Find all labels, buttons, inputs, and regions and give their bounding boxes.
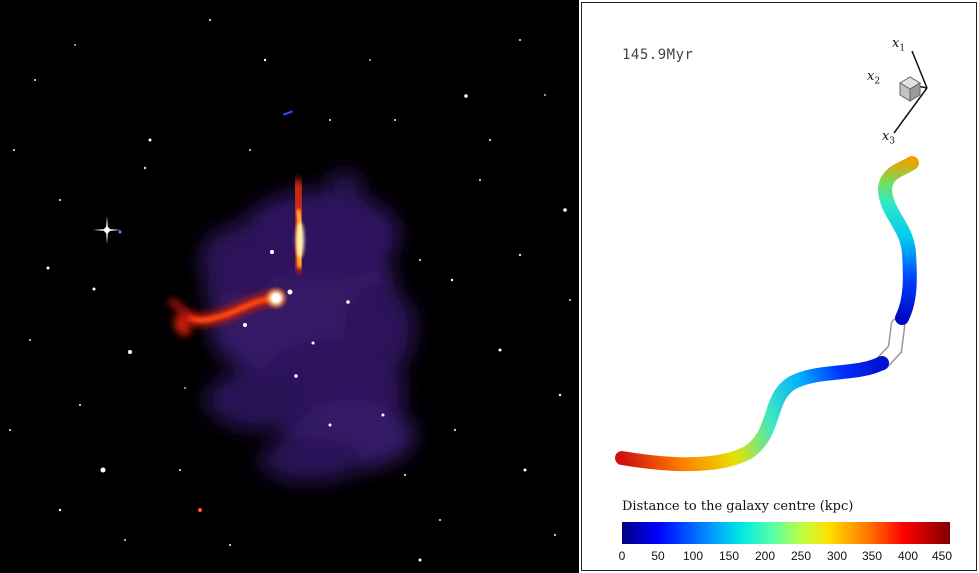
- colorbar-tick: 450: [931, 549, 953, 563]
- colorbar-tick: 0: [618, 549, 626, 563]
- colorbar-tick: 50: [651, 549, 665, 563]
- colorbar-tick: 200: [754, 549, 776, 563]
- colorbar: [622, 522, 950, 544]
- colorbar-title: Distance to the galaxy centre (kpc): [622, 499, 854, 514]
- axis-triad: [893, 50, 928, 134]
- star-field: [9, 19, 571, 562]
- radio-jets: [168, 179, 308, 336]
- colorbar-tick: 100: [682, 549, 704, 563]
- cluster-composite-image: [0, 0, 579, 573]
- time-label: 145.9Myr: [622, 47, 694, 63]
- colorbar-tick: 250: [790, 549, 812, 563]
- colorbar-tick: 400: [897, 549, 919, 563]
- composite-image-svg: [9, 19, 571, 562]
- axis-label-x1: x1: [892, 36, 906, 54]
- colorbar-tick: 350: [861, 549, 883, 563]
- axis-label-x2: x2: [867, 69, 881, 87]
- colorbar-tick: 150: [718, 549, 740, 563]
- axis-label-x3: x3: [882, 129, 896, 147]
- diffuse-emission: [200, 170, 415, 482]
- simulation-panel: 145.9Myr: [581, 2, 977, 571]
- colorbar-tick: 300: [826, 549, 848, 563]
- trajectory: [615, 156, 919, 472]
- trajectory-svg: [615, 50, 928, 472]
